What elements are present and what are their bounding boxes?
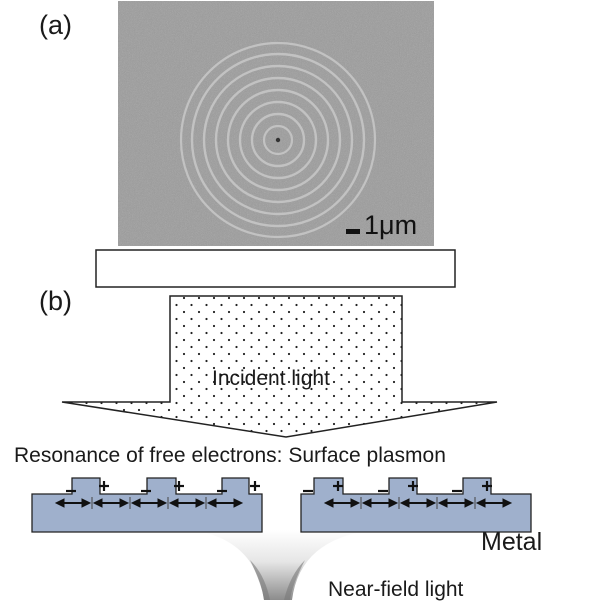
- sem-image: [118, 1, 434, 246]
- surface-charges: [66, 481, 492, 493]
- resonance-label: Resonance of free electrons: Surface pla…: [14, 444, 446, 467]
- charge-arrow-icon: [437, 498, 475, 508]
- plus-sign-icon: [482, 481, 492, 491]
- light-source-bar: [95, 249, 456, 288]
- ring-5: [214, 76, 342, 204]
- metal-right: [300, 477, 532, 533]
- ring-3: [238, 100, 318, 180]
- charge-arrow-icon: [323, 498, 361, 508]
- charge-arrow-icon: [206, 498, 244, 508]
- metal-label: Metal: [481, 528, 543, 556]
- scale-bar-label: 1μm: [364, 210, 418, 240]
- charge-arrow-icon: [361, 498, 399, 508]
- incident-light-label: Incident light: [212, 367, 330, 390]
- ring-8: [179, 41, 377, 239]
- plus-sign-icon: [333, 481, 343, 491]
- ring-7: [190, 52, 366, 228]
- charge-oscillation-arrows: [54, 498, 513, 508]
- near-field-label: Near-field light: [328, 578, 464, 601]
- ring-2: [250, 112, 306, 168]
- charge-arrow-icon: [475, 498, 513, 508]
- plus-sign-icon: [99, 481, 109, 491]
- plus-sign-icon: [408, 481, 418, 491]
- charge-arrow-icon: [399, 498, 437, 508]
- charge-arrow-icon: [130, 498, 168, 508]
- charge-arrow-icon: [168, 498, 206, 508]
- panel-b-label: (b): [39, 286, 72, 316]
- charge-arrow-icon: [92, 498, 130, 508]
- center-aperture: [275, 137, 281, 143]
- charge-arrow-icon: [54, 498, 92, 508]
- plus-sign-icon: [174, 481, 184, 491]
- near-field-glow: [190, 530, 375, 600]
- charge-dividers: [91, 497, 476, 509]
- ring-4: [226, 88, 330, 192]
- sem-noise: [118, 1, 434, 246]
- metal-left: [31, 477, 263, 533]
- ring-6: [202, 64, 354, 216]
- panel-a-label: (a): [39, 10, 72, 40]
- ring-1: [262, 124, 294, 156]
- plus-sign-icon: [250, 481, 260, 491]
- incident-light-arrow: [61, 295, 498, 438]
- concentric-rings: [179, 41, 377, 239]
- scale-bar: [346, 229, 360, 234]
